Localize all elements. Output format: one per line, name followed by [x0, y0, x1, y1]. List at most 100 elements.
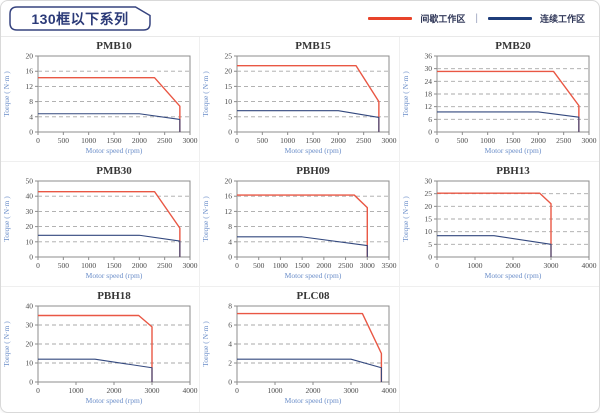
- chart-card-plc08: PLC08 0 1000 2000 3000 4000 0 2 4 6 8 Motor speed (…: [200, 287, 400, 412]
- y-tick-label: 10: [225, 97, 233, 106]
- y-tick-label: 24: [425, 76, 433, 85]
- y-tick-label: 40: [26, 191, 34, 200]
- x-tick-label: 1500: [107, 261, 122, 270]
- series-line-intermittent: [237, 193, 369, 257]
- x-tick-label: 3000: [183, 261, 198, 270]
- x-axis-label: Motor speed (rpm): [285, 271, 342, 280]
- series-line-intermittent: [437, 191, 553, 257]
- series-line-continuous: [38, 112, 181, 132]
- x-tick-label: 2000: [132, 136, 147, 145]
- series-line-continuous: [437, 110, 580, 132]
- x-tick-label: 2000: [331, 136, 346, 145]
- x-tick-label: 2500: [556, 136, 571, 145]
- y-axis-label: Torque ( N·m ): [401, 195, 410, 241]
- y-axis-label: Torque ( N·m ): [201, 195, 210, 241]
- torque-speed-chart-pmb20: PMB20 0 500 1000 1500 2000 2500 3000 0 6 12 18 24 30 3…: [401, 40, 597, 155]
- y-tick-label: 12: [225, 206, 233, 215]
- x-tick-label: 2000: [132, 261, 147, 270]
- x-tick-label: 3500: [382, 261, 397, 270]
- x-axis-label: Motor speed (rpm): [285, 146, 342, 155]
- y-axis-label: Torque ( N·m ): [2, 70, 11, 116]
- x-tick-label: 500: [254, 261, 266, 270]
- intermittent-zone-line-icon: [368, 17, 413, 20]
- y-tick-label: 12: [425, 102, 433, 111]
- x-tick-label: 1500: [506, 136, 521, 145]
- chart-title: PMB30: [96, 165, 132, 177]
- y-tick-label: 2: [229, 359, 233, 368]
- y-tick-label: 0: [29, 127, 33, 136]
- y-tick-label: 0: [29, 252, 33, 261]
- y-tick-label: 10: [26, 237, 34, 246]
- x-tick-label: 2500: [339, 261, 354, 270]
- x-tick-label: 1000: [273, 261, 288, 270]
- chart-title: PBH09: [297, 165, 331, 177]
- x-tick-label: 1000: [81, 136, 96, 145]
- x-tick-label: 2000: [306, 386, 321, 395]
- x-tick-label: 2500: [157, 261, 172, 270]
- y-tick-label: 20: [225, 176, 233, 185]
- page-header: 130框以下系列 间歇工作区 | 连续工作区: [1, 1, 599, 37]
- x-tick-label: 3000: [544, 261, 559, 270]
- y-tick-label: 36: [425, 51, 433, 60]
- x-tick-label: 4000: [382, 386, 397, 395]
- x-tick-label: 3000: [382, 136, 397, 145]
- x-axis-label: Motor speed (rpm): [86, 396, 143, 405]
- y-tick-label: 15: [425, 214, 433, 223]
- x-tick-label: 0: [435, 136, 439, 145]
- y-tick-label: 30: [26, 206, 34, 215]
- torque-speed-chart-pbh09: PBH09 0 500 1000 1500 2000 2500 3000 3500 0 4 8 12 16…: [201, 165, 397, 280]
- x-tick-label: 3000: [145, 386, 160, 395]
- chart-card-pmb30: PMB30 0 500 1000 1500 2000 2500 3000 0 10 20 30 40 50…: [1, 162, 201, 287]
- x-tick-label: 1000: [480, 136, 495, 145]
- y-tick-label: 25: [425, 189, 433, 198]
- x-axis-label: Motor speed (rpm): [86, 146, 143, 155]
- series-line-continuous: [237, 358, 383, 382]
- x-tick-label: 4000: [183, 386, 198, 395]
- x-tick-label: 3000: [183, 136, 198, 145]
- torque-speed-chart-pmb10: PMB10 0 500 1000 1500 2000 2500 3000 0 4 8 12 16 20 Mo…: [2, 40, 198, 155]
- plot-area: [236, 55, 390, 132]
- y-tick-label: 5: [229, 112, 233, 121]
- x-tick-label: 1500: [107, 136, 122, 145]
- y-tick-label: 40: [26, 302, 34, 311]
- y-axis-label: Torque ( N·m ): [201, 70, 210, 116]
- y-tick-label: 4: [29, 112, 33, 121]
- y-tick-label: 20: [225, 66, 233, 75]
- x-tick-label: 0: [36, 261, 40, 270]
- y-tick-label: 20: [26, 222, 34, 231]
- y-axis-label: Torque ( N·m ): [2, 321, 11, 367]
- chart-title: PMB15: [296, 40, 332, 52]
- y-tick-label: 10: [26, 359, 34, 368]
- x-tick-label: 2000: [506, 261, 521, 270]
- x-tick-label: 500: [457, 136, 469, 145]
- y-tick-label: 12: [26, 81, 34, 90]
- series-title-box: 130框以下系列: [9, 6, 151, 31]
- y-axis-label: Torque ( N·m ): [401, 70, 410, 116]
- y-tick-label: 0: [429, 127, 433, 136]
- x-tick-label: 3000: [360, 261, 375, 270]
- legend-separator: |: [475, 13, 478, 24]
- plot-area: [236, 180, 390, 257]
- x-tick-label: 2500: [357, 136, 372, 145]
- torque-speed-chart-pbh13: PBH13 0 1000 2000 3000 4000 0 5 10 15 20 25 30 Motor …: [401, 165, 597, 280]
- y-tick-label: 4: [229, 237, 233, 246]
- y-tick-label: 20: [26, 51, 34, 60]
- x-tick-label: 1500: [295, 261, 310, 270]
- y-axis-label: Torque ( N·m ): [201, 321, 210, 367]
- x-tick-label: 1000: [468, 261, 483, 270]
- y-tick-label: 4: [229, 340, 233, 349]
- series-line-continuous: [237, 235, 369, 257]
- x-tick-label: 1000: [69, 386, 84, 395]
- torque-speed-chart-pmb30: PMB30 0 500 1000 1500 2000 2500 3000 0 10 20 30 40 50…: [2, 165, 198, 280]
- empty-cell: [400, 287, 599, 412]
- chart-card-pbh09: PBH09 0 500 1000 1500 2000 2500 3000 3500 0 4 8 12 16…: [200, 162, 400, 287]
- x-tick-label: 2500: [157, 136, 172, 145]
- x-tick-label: 500: [257, 136, 269, 145]
- chart-card-pbh18: PBH18 0 1000 2000 3000 4000 0 10 20 30 40 Motor spe…: [1, 287, 201, 412]
- y-tick-label: 10: [425, 227, 433, 236]
- title-box-outline: [9, 6, 151, 31]
- chart-title: PBH18: [97, 290, 131, 302]
- torque-speed-chart-pmb15: PMB15 0 500 1000 1500 2000 2500 3000 0 5 10 15 20 25 M…: [201, 40, 397, 155]
- y-tick-label: 0: [29, 378, 33, 387]
